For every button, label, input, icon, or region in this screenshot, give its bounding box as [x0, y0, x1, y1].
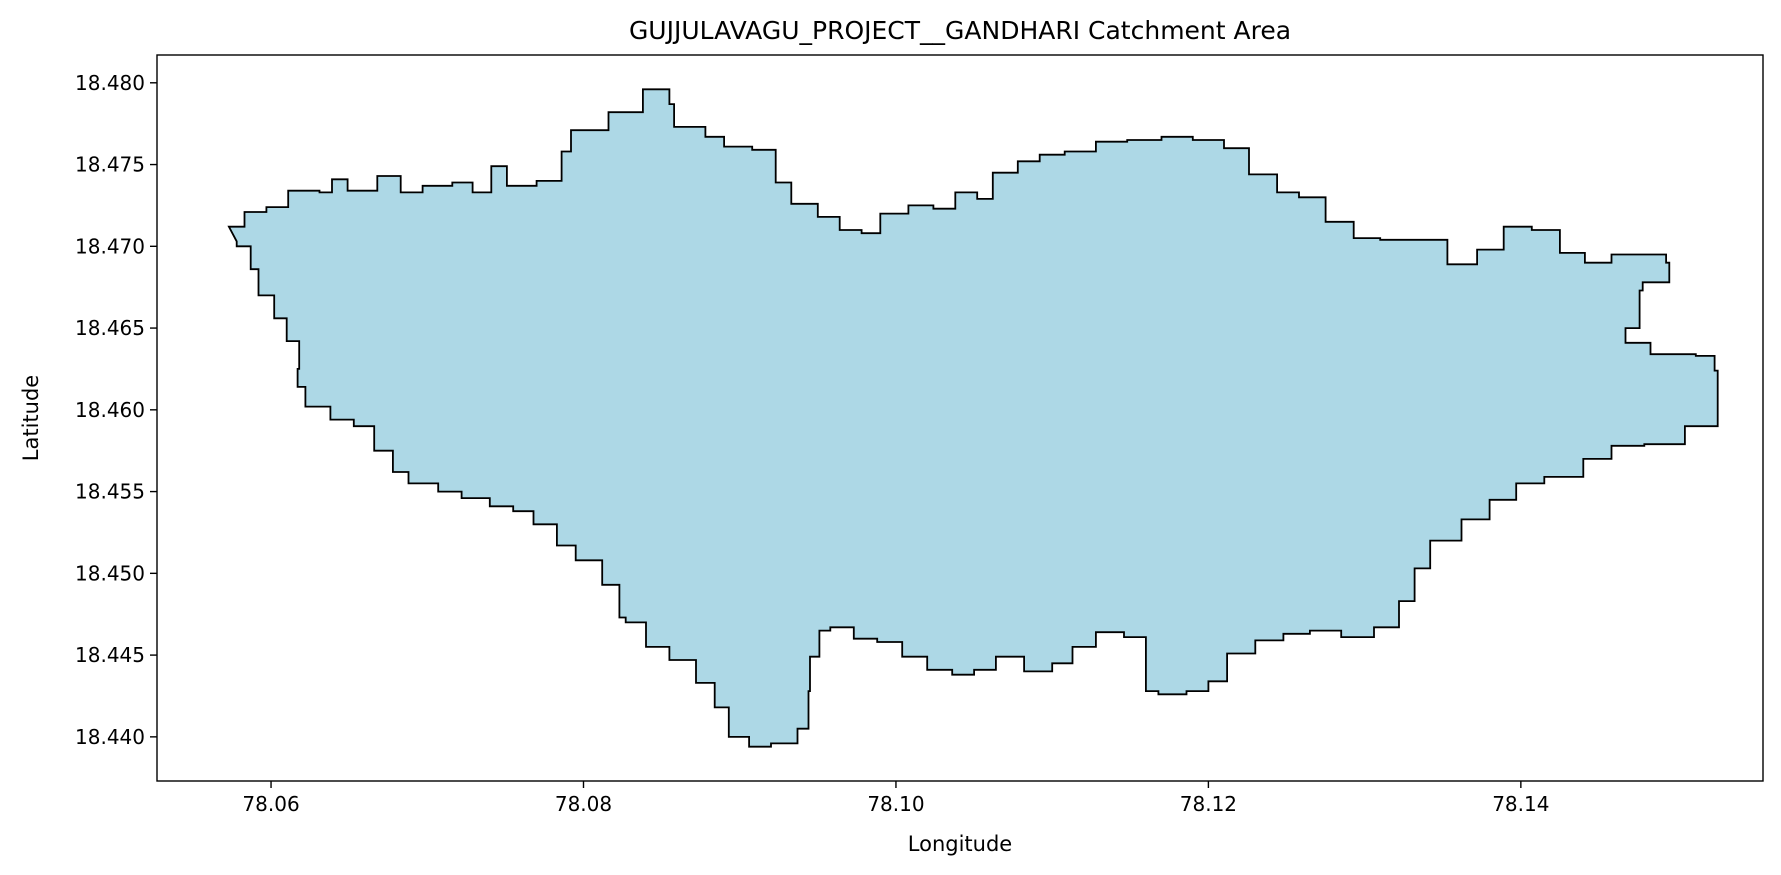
y-axis-label: Latitude: [19, 375, 43, 461]
x-tick-label: 78.14: [1492, 792, 1549, 816]
chart-title: GUJJULAVAGU_PROJECT__GANDHARI Catchment …: [628, 16, 1292, 45]
catchment-layer: [227, 88, 1719, 748]
x-axis-label: Longitude: [908, 832, 1012, 856]
axes-frame: [156, 54, 1764, 782]
x-tick-label: 78.12: [1180, 792, 1237, 816]
catchment-polygon: [227, 88, 1719, 748]
y-tick-label: 18.470: [75, 234, 145, 258]
y-tick-label: 18.455: [75, 480, 145, 504]
y-tick-label: 18.450: [75, 561, 145, 585]
x-axis: 78.06 78.08 78.10 78.12 78.14: [242, 781, 1549, 816]
y-tick-label: 18.440: [75, 725, 145, 749]
y-tick-label: 18.465: [75, 316, 145, 340]
y-tick-label: 18.445: [75, 643, 145, 667]
x-tick-label: 78.06: [242, 792, 299, 816]
x-tick-label: 78.08: [555, 792, 612, 816]
y-tick-label: 18.475: [75, 153, 145, 177]
y-tick-label: 18.460: [75, 398, 145, 422]
y-tick-label: 18.480: [75, 71, 145, 95]
x-tick-label: 78.10: [867, 792, 924, 816]
y-axis: 18.440 18.445 18.450 18.455 18.460 18.465 18.4…: [75, 71, 157, 749]
